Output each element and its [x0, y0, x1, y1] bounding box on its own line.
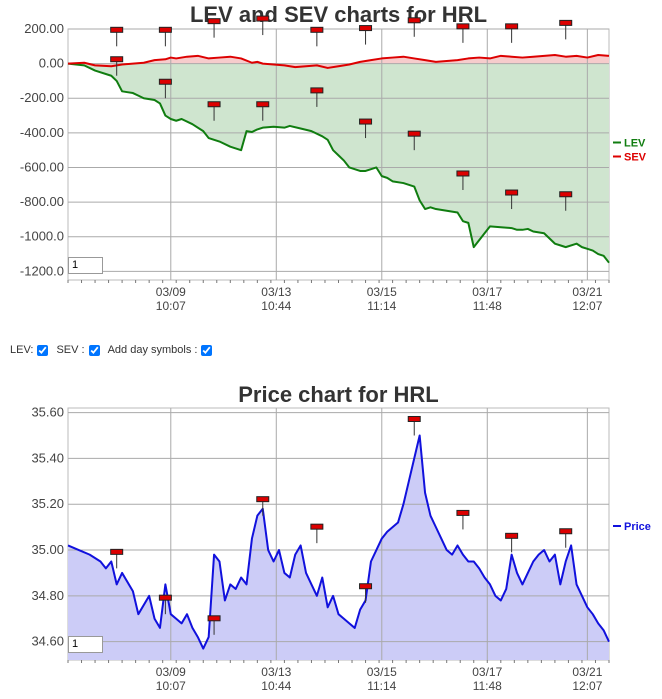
- x-tick-label: 03/13: [261, 285, 291, 299]
- x-tick-label: 03/17: [472, 665, 502, 679]
- y-tick-label: 200.00: [24, 21, 64, 36]
- y-tick-label: -1000.0: [20, 229, 64, 244]
- series-line-sev: [67, 53, 610, 69]
- x-tick-label: 10:07: [156, 679, 186, 693]
- day-marker-flag: [110, 56, 124, 63]
- x-tick-label: 03/13: [261, 665, 291, 679]
- day-marker-flag: [456, 170, 470, 177]
- day-marker-flag: [158, 594, 172, 601]
- sev-checkbox[interactable]: [88, 344, 100, 356]
- x-tick-label: 11:48: [473, 299, 502, 313]
- lev-page-input[interactable]: 1: [68, 257, 103, 274]
- x-tick-label: 03/15: [367, 665, 397, 679]
- y-tick-label: 34.60: [31, 634, 64, 649]
- series-fill-lev: [68, 63, 609, 263]
- x-tick-label: 11:14: [367, 299, 396, 313]
- legend-label-price: Price: [624, 521, 651, 533]
- day-marker-flag: [359, 25, 373, 32]
- x-tick-label: 11:14: [367, 679, 396, 693]
- price-page-input[interactable]: 1: [68, 636, 103, 653]
- day-marker-flag: [256, 496, 270, 503]
- y-tick-label: 35.60: [31, 405, 64, 420]
- day-marker-flag: [207, 615, 221, 622]
- day-marker-flag: [310, 26, 324, 33]
- day-symbols-label: Add day symbols :: [107, 344, 198, 356]
- day-marker-flag: [505, 532, 519, 539]
- day-marker-flag: [207, 18, 221, 25]
- day-marker-flag: [559, 19, 573, 26]
- chart-title: Price chart for HRL: [238, 382, 439, 407]
- lev-label: LEV:: [10, 344, 34, 356]
- day-marker-flag: [505, 189, 519, 196]
- day-marker-flag: [158, 78, 172, 85]
- y-tick-label: -200.00: [20, 90, 64, 105]
- day-marker-flag: [256, 15, 270, 22]
- y-tick-label: -800.00: [20, 194, 64, 209]
- y-tick-label: 34.80: [31, 588, 64, 603]
- y-tick-label: -600.00: [20, 159, 64, 174]
- day-marker-flag: [310, 523, 324, 530]
- x-tick-label: 10:44: [261, 299, 291, 313]
- x-tick-label: 03/17: [472, 285, 502, 299]
- x-tick-label: 10:44: [261, 679, 291, 693]
- y-tick-label: -1200.0: [20, 263, 64, 278]
- y-tick-label: 35.20: [31, 496, 64, 511]
- day-marker-flag: [256, 101, 270, 108]
- y-tick-label: -400.00: [20, 125, 64, 140]
- x-tick-label: 12:07: [572, 299, 602, 313]
- day-marker-flag: [110, 26, 124, 33]
- legend-label-lev: LEV: [624, 138, 646, 150]
- x-tick-label: 03/15: [367, 285, 397, 299]
- x-tick-label: 12:07: [572, 679, 602, 693]
- lev-checkbox[interactable]: [37, 344, 49, 356]
- x-tick-label: 03/09: [156, 285, 186, 299]
- lev-sev-chart: LEV and SEV charts for HRL 200.00 0.00 -200…: [20, 2, 647, 313]
- day-marker-flag: [505, 23, 519, 30]
- chart-controls: LEV: SEV : Add day symbols :: [10, 344, 218, 356]
- x-tick-label: 03/21: [572, 285, 602, 299]
- day-marker-flag: [456, 509, 470, 516]
- legend-label-sev: SEV: [624, 152, 647, 164]
- day-marker-flag: [110, 548, 124, 555]
- series-fill-price: [68, 435, 609, 660]
- day-marker-flag: [559, 191, 573, 198]
- x-tick-label: 03/09: [156, 665, 186, 679]
- day-marker-flag: [359, 118, 373, 125]
- x-tick-label: 11:48: [473, 679, 502, 693]
- y-tick-label: 35.00: [31, 542, 64, 557]
- series-line-lev: [67, 62, 610, 264]
- y-tick-label: 0.00: [39, 56, 64, 71]
- y-tick-label: 35.40: [31, 450, 64, 465]
- day-marker-flag: [207, 101, 221, 108]
- day-marker-flag: [359, 583, 373, 590]
- day-marker-flag: [407, 17, 421, 24]
- chart-title: LEV and SEV charts for HRL: [190, 2, 487, 27]
- day-marker-flag: [456, 23, 470, 30]
- sev-label: SEV :: [56, 344, 85, 356]
- day-marker-flag: [407, 415, 421, 422]
- day-symbols-checkbox[interactable]: [201, 344, 213, 356]
- x-tick-label: 03/21: [572, 665, 602, 679]
- day-marker-flag: [158, 26, 172, 33]
- day-marker-flag: [559, 528, 573, 535]
- series-line-price: [67, 434, 610, 650]
- x-tick-label: 10:07: [156, 299, 186, 313]
- day-marker-flag: [310, 87, 324, 94]
- day-marker-flag: [407, 130, 421, 137]
